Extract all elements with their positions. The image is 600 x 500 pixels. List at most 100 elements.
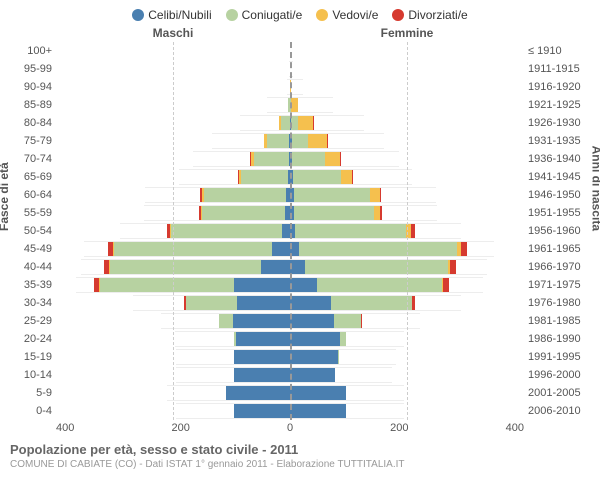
x-axis: . 4002000200400 .	[10, 422, 590, 434]
birth-year-label: 1981-1985	[524, 315, 590, 327]
age-label: 30-34	[10, 297, 56, 309]
y-axis-left-title: Fasce di età	[0, 162, 11, 231]
bar-stack-female	[290, 241, 494, 257]
birth-year-label: 1946-1950	[524, 189, 590, 201]
bar-stack-male	[176, 367, 290, 383]
segment-cel	[290, 332, 340, 346]
x-tick-label: 400	[56, 422, 74, 434]
age-label: 75-79	[10, 135, 56, 147]
segment-con	[241, 170, 288, 184]
age-label: 70-74	[10, 153, 56, 165]
legend-label: Vedovi/e	[332, 8, 378, 22]
age-label: 20-24	[10, 333, 56, 345]
segment-con	[334, 314, 362, 328]
segment-cel	[234, 368, 290, 382]
bar-stack-female	[290, 187, 436, 203]
segment-cel	[237, 296, 290, 310]
bar-stack-male	[161, 313, 290, 329]
birth-year-label: 1996-2000	[524, 369, 590, 381]
x-tick-label: 200	[171, 422, 189, 434]
bar-stack-female	[290, 133, 384, 149]
pyramid-row: 65-691941-1945	[10, 168, 590, 186]
legend-item: Vedovi/e	[316, 8, 378, 22]
segment-ved	[290, 80, 291, 94]
bar-area	[56, 132, 524, 150]
legend: Celibi/NubiliConiugati/eVedovi/eDivorzia…	[0, 8, 600, 22]
bar-stack-female	[290, 223, 461, 239]
segment-div	[450, 260, 456, 274]
segment-con	[100, 278, 234, 292]
pyramid-row: 55-591951-1955	[10, 204, 590, 222]
female-header: Femmine	[290, 26, 524, 40]
bar-stack-female	[290, 277, 483, 293]
birth-year-label: 1936-1940	[524, 153, 590, 165]
age-label: 25-29	[10, 315, 56, 327]
bar-stack-male	[176, 349, 290, 365]
birth-year-label: 1926-1930	[524, 117, 590, 129]
birth-year-label: 1976-1980	[524, 297, 590, 309]
bar-area	[56, 60, 524, 78]
age-label: 90-94	[10, 81, 56, 93]
bar-area	[56, 348, 524, 366]
pyramid-rows: Fasce di età Anni di nascita 100+≤ 19109…	[10, 42, 590, 420]
bar-stack-male	[240, 115, 290, 131]
segment-con	[294, 206, 375, 220]
pyramid-row: 80-841926-1930	[10, 114, 590, 132]
segment-ved	[325, 152, 340, 166]
pyramid-row: 5-92001-2005	[10, 384, 590, 402]
segment-cel	[290, 296, 331, 310]
pyramid-row: 15-191991-1995	[10, 348, 590, 366]
bar-area	[56, 222, 524, 240]
segment-cel	[290, 368, 335, 382]
birth-year-label: 1941-1945	[524, 171, 590, 183]
male-header: Maschi	[56, 26, 290, 40]
x-tick-label: 200	[390, 422, 408, 434]
age-label: 35-39	[10, 279, 56, 291]
age-label: 50-54	[10, 225, 56, 237]
age-label: 40-44	[10, 261, 56, 273]
bar-area	[56, 78, 524, 96]
segment-cel	[236, 332, 290, 346]
age-label: 85-89	[10, 99, 56, 111]
age-label: 55-59	[10, 207, 56, 219]
segment-con	[305, 260, 448, 274]
segment-cel	[290, 350, 338, 364]
bar-area	[56, 384, 524, 402]
bar-area	[56, 42, 524, 60]
chart-title: Popolazione per età, sesso e stato civil…	[10, 442, 600, 457]
segment-cel	[290, 314, 334, 328]
bar-stack-female	[290, 331, 404, 347]
bar-stack-female	[290, 61, 293, 77]
segment-cel	[226, 386, 290, 400]
segment-div	[340, 152, 341, 166]
bar-area	[56, 168, 524, 186]
segment-cel	[234, 350, 290, 364]
segment-con	[114, 242, 271, 256]
legend-swatch	[226, 9, 238, 21]
segment-div	[411, 224, 414, 238]
segment-div	[443, 278, 449, 292]
plot-area: Maschi Femmine Fasce di età Anni di nasc…	[10, 26, 590, 434]
segment-con	[292, 152, 325, 166]
bar-area	[56, 402, 524, 420]
bar-area	[56, 312, 524, 330]
segment-cel	[290, 242, 299, 256]
segment-con	[294, 188, 371, 202]
age-label: 100+	[10, 45, 56, 57]
pyramid-row: 25-29 1981-1985	[10, 312, 590, 330]
segment-con	[186, 296, 237, 310]
segment-con	[267, 134, 289, 148]
bar-stack-male	[167, 385, 290, 401]
age-label: 60-64	[10, 189, 56, 201]
x-tick-label: 0	[287, 422, 293, 434]
bar-stack-male	[133, 295, 290, 311]
pyramid-row: 85-891921-1925	[10, 96, 590, 114]
age-label: 10-14	[10, 369, 56, 381]
segment-div	[380, 206, 382, 220]
pyramid-row: 50-541956-1960	[10, 222, 590, 240]
birth-year-label: 1986-1990	[524, 333, 590, 345]
segment-con	[254, 152, 289, 166]
bar-stack-male	[81, 259, 290, 275]
segment-div	[380, 188, 382, 202]
segment-ved	[341, 170, 352, 184]
